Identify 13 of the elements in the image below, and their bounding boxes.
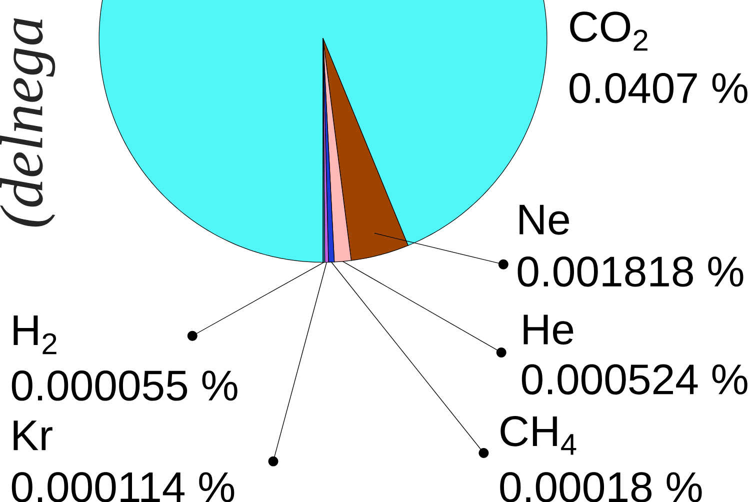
data-label: 0.001818 % bbox=[518, 256, 744, 287]
data-label: 0.000114 % bbox=[12, 472, 234, 502]
data-label: 0.000524 % bbox=[522, 364, 748, 394]
slice-label: He bbox=[524, 314, 574, 344]
slice-label: Kr bbox=[14, 420, 52, 450]
slice-label: CO$_{2}$ bbox=[570, 11, 648, 50]
data-label: 0.00018 % bbox=[500, 472, 702, 502]
data-label: 0.0407 % bbox=[570, 72, 748, 104]
data-label: 0.000055 % bbox=[12, 370, 238, 401]
text: (delnega bbox=[0, 18, 56, 226]
slice-label: CH$_{4}$ bbox=[500, 416, 576, 455]
slice-label: Ne bbox=[520, 204, 569, 235]
slice-label: H$_{2}$ bbox=[14, 315, 56, 354]
